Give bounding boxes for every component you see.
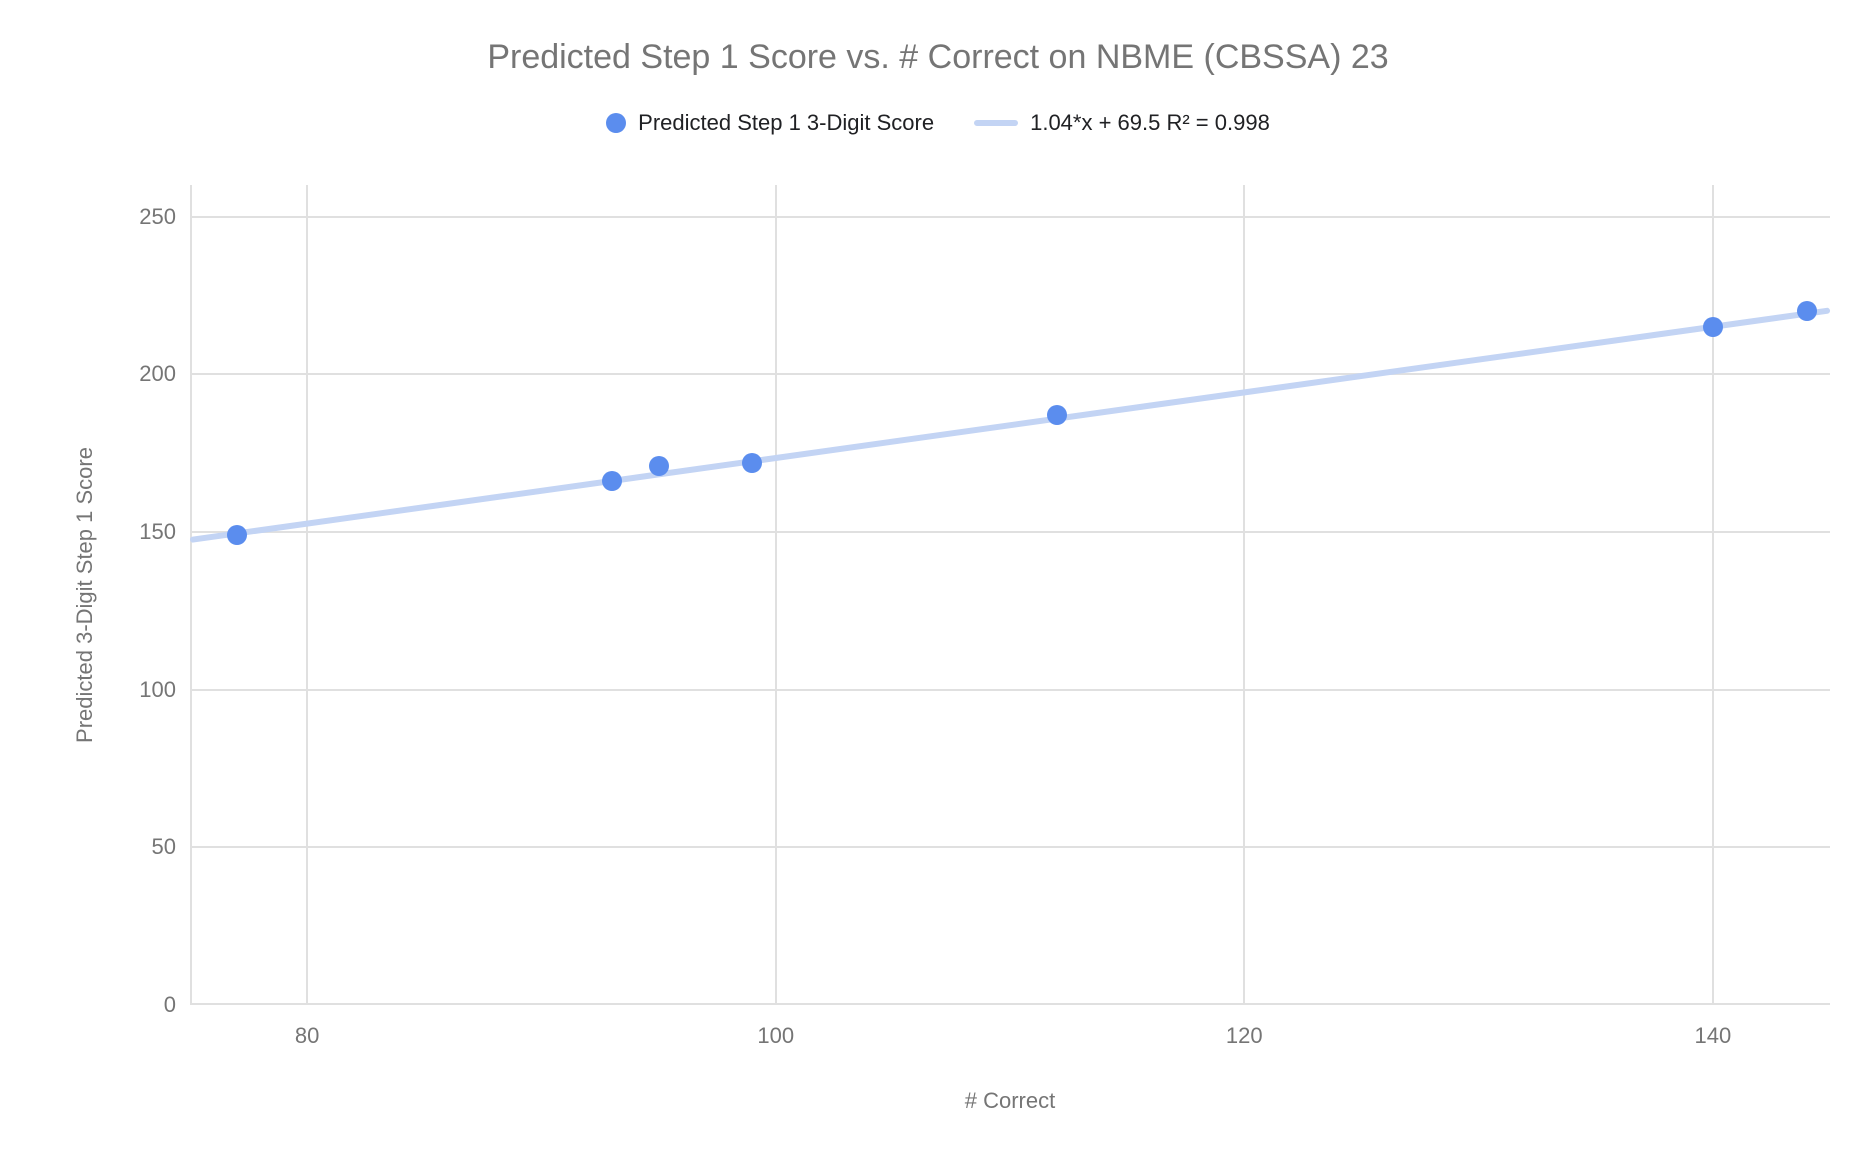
x-axis-line bbox=[190, 1003, 1830, 1005]
data-point bbox=[649, 456, 669, 476]
y-axis-title: Predicted 3-Digit Step 1 Score bbox=[72, 447, 98, 743]
grid-line-horizontal bbox=[190, 373, 1830, 375]
y-tick-label: 150 bbox=[139, 519, 176, 545]
data-point bbox=[1797, 301, 1817, 321]
x-tick-label: 100 bbox=[757, 1023, 794, 1049]
grid-line-horizontal bbox=[190, 689, 1830, 691]
y-axis-line bbox=[190, 185, 192, 1005]
grid-line-horizontal bbox=[190, 531, 1830, 533]
y-tick-label: 250 bbox=[139, 204, 176, 230]
legend-series-label: Predicted Step 1 3-Digit Score bbox=[638, 110, 934, 136]
chart-title: Predicted Step 1 Score vs. # Correct on … bbox=[0, 38, 1876, 77]
data-point bbox=[742, 453, 762, 473]
data-point bbox=[227, 525, 247, 545]
plot-area: 05010015020025080100120140 bbox=[190, 185, 1830, 1005]
x-axis-title: # Correct bbox=[965, 1088, 1055, 1114]
y-tick-label: 50 bbox=[152, 834, 176, 860]
grid-line-horizontal bbox=[190, 216, 1830, 218]
legend-series-marker-icon bbox=[606, 113, 626, 133]
grid-line-vertical bbox=[1712, 185, 1714, 1005]
y-tick-label: 200 bbox=[139, 361, 176, 387]
legend-trend-label: 1.04*x + 69.5 R² = 0.998 bbox=[1030, 110, 1270, 136]
trend-line bbox=[190, 307, 1831, 543]
data-point bbox=[1703, 317, 1723, 337]
x-tick-label: 140 bbox=[1694, 1023, 1731, 1049]
x-tick-label: 120 bbox=[1226, 1023, 1263, 1049]
grid-line-horizontal bbox=[190, 846, 1830, 848]
chart-legend: Predicted Step 1 3-Digit Score 1.04*x + … bbox=[0, 110, 1876, 136]
y-tick-label: 100 bbox=[139, 677, 176, 703]
grid-line-vertical bbox=[306, 185, 308, 1005]
y-tick-label: 0 bbox=[164, 992, 176, 1018]
grid-line-vertical bbox=[1243, 185, 1245, 1005]
legend-trend-marker-icon bbox=[974, 120, 1018, 126]
data-point bbox=[1047, 405, 1067, 425]
legend-item-trend: 1.04*x + 69.5 R² = 0.998 bbox=[974, 110, 1270, 136]
x-tick-label: 80 bbox=[295, 1023, 319, 1049]
data-point bbox=[602, 471, 622, 491]
grid-line-vertical bbox=[775, 185, 777, 1005]
legend-item-series: Predicted Step 1 3-Digit Score bbox=[606, 110, 934, 136]
chart-container: Predicted Step 1 Score vs. # Correct on … bbox=[0, 0, 1876, 1156]
